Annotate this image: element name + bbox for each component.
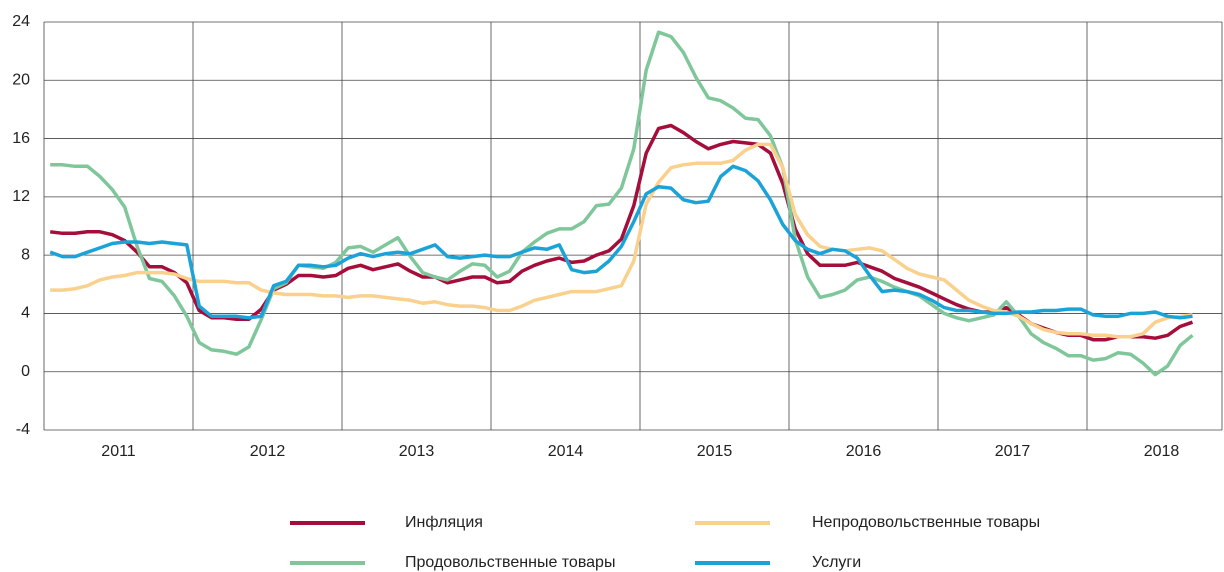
x-tick-label: 2013 (399, 443, 435, 460)
y-tick-label: 24 (12, 13, 30, 30)
series-line (50, 30, 1194, 377)
y-tick-label: 16 (12, 130, 30, 147)
series-line (49, 123, 1194, 342)
y-tick-label: 20 (12, 72, 30, 89)
y-tick-label: 8 (21, 246, 30, 263)
y-tick-label: 12 (12, 188, 30, 205)
y-tick-label: 4 (21, 305, 30, 322)
legend-label: Непродовольственные товары (812, 514, 1040, 531)
x-tick-label: 2016 (846, 443, 882, 460)
x-tick-label: 2011 (101, 443, 136, 460)
x-tick-label: 2017 (995, 443, 1031, 460)
y-tick-label: 0 (21, 363, 30, 380)
series-line (50, 142, 1193, 339)
x-tick-label: 2012 (250, 443, 286, 460)
legend-label: Инфляция (405, 514, 483, 531)
y-tick-label: -4 (16, 421, 30, 438)
x-tick-label: 2014 (548, 443, 584, 460)
legend-label: Продовольственные товары (405, 554, 615, 571)
x-tick-label: 2018 (1144, 443, 1180, 460)
series-line (49, 164, 1193, 320)
x-tick-label: 2015 (697, 443, 733, 460)
legend-label: Услуги (812, 554, 861, 571)
